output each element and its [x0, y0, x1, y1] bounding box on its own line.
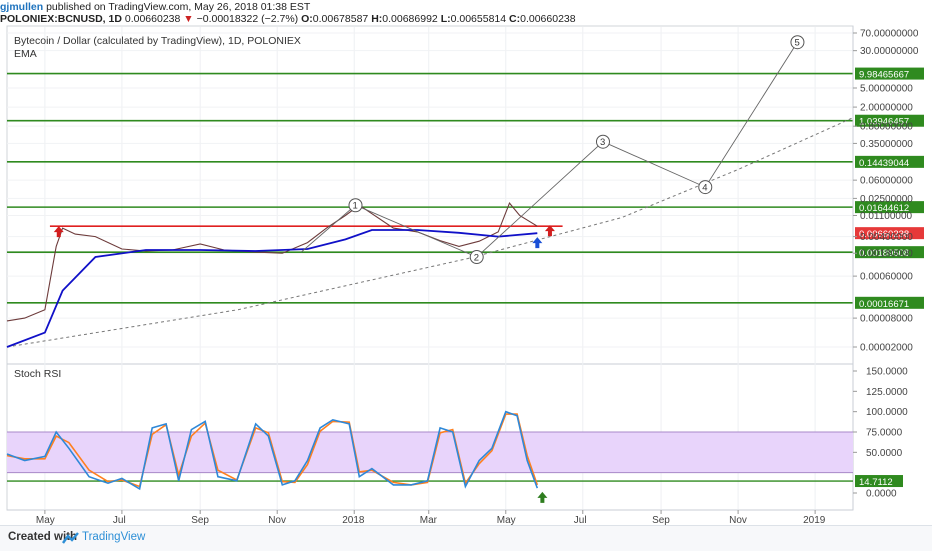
- price-tick-label: 0.80000000: [860, 122, 913, 133]
- price-tick-label: 0.00400000: [860, 232, 913, 243]
- wave-label-4: 4: [702, 183, 707, 194]
- wave-label-2: 2: [474, 253, 479, 264]
- stoch-tick-label: 125.0000: [866, 387, 908, 398]
- level-price-label: 0.00189508: [859, 248, 909, 259]
- price-tick-label: 30.00000000: [860, 46, 919, 57]
- current-price-badge: [855, 227, 924, 240]
- time-tick-label: Mar: [420, 515, 438, 526]
- stoch-k-line: [6, 410, 539, 491]
- stoch-tick-label: 50.0000: [866, 448, 903, 459]
- time-tick-label: 2019: [803, 515, 826, 526]
- price-change: −0.00018322 (−2.7%): [196, 13, 299, 25]
- ema-label: EMA: [14, 48, 37, 60]
- red-up-arrow-icon: [544, 225, 555, 237]
- time-tick-label: Jul: [113, 515, 126, 526]
- wave-point-2: [469, 250, 484, 265]
- price-tick-label: 0.00008000: [860, 314, 913, 325]
- level-price-label: 0.00016671: [859, 299, 909, 310]
- close-value: 0.00660238: [520, 13, 576, 25]
- price-tick-label: 70.00000000: [860, 29, 919, 40]
- stoch-tick-label: 75.0000: [866, 428, 903, 439]
- wave-point-4: [698, 180, 713, 195]
- time-tick-label: Nov: [729, 515, 747, 526]
- publish-line: gjmullen published on TradingView.com, M…: [0, 1, 932, 13]
- time-tick-label: May: [497, 515, 516, 526]
- price-tick-label: 2.00000000: [860, 103, 913, 114]
- symbol: POLONIEX:BCNUSD, 1D: [0, 13, 122, 25]
- wave-point-3: [595, 134, 610, 149]
- price-series-line: [6, 202, 538, 322]
- price-tick-label: 0.35000000: [860, 139, 913, 150]
- blue-up-arrow-icon: [532, 237, 543, 249]
- stoch-value-badge: [855, 475, 903, 488]
- price-tick-label: 0.06000000: [860, 176, 913, 187]
- open-value: 0.00678587: [312, 13, 369, 25]
- wave-point-5: [790, 35, 805, 50]
- price-tick-label: 0.00002000: [860, 343, 913, 354]
- time-tick-label: Nov: [268, 515, 286, 526]
- ema-line: [6, 229, 538, 348]
- time-tick-label: Jul: [574, 515, 587, 526]
- wave-label-5: 5: [794, 38, 799, 49]
- level-price-label: 0.01644612: [859, 203, 909, 214]
- tradingview-brand[interactable]: TradingView: [82, 531, 146, 543]
- level-price-badge: [855, 114, 924, 127]
- time-tick-label: Sep: [652, 515, 670, 526]
- low-value: 0.00655814: [450, 13, 507, 25]
- wave-label-1: 1: [353, 201, 358, 212]
- level-price-label: 1.03946457: [859, 117, 909, 128]
- down-triangle-icon: ▼: [183, 13, 194, 25]
- wave-label-3: 3: [600, 137, 605, 148]
- time-tick-label: Sep: [191, 515, 209, 526]
- level-price-badge: [855, 296, 924, 309]
- overbought-oversold-band: [7, 432, 853, 473]
- level-price-badge: [855, 201, 924, 214]
- stoch-tick-label: 0.0000: [866, 489, 897, 500]
- level-price-label: 9.98465667: [859, 70, 909, 81]
- author-link[interactable]: gjmullen: [0, 1, 44, 13]
- last-price: 0.00660238: [124, 13, 181, 25]
- ohlc-line: POLONIEX:BCNUSD, 1D 0.00660238 ▼ −0.0001…: [0, 13, 576, 25]
- wave-point-1: [348, 198, 363, 213]
- price-tick-label: 5.00000000: [860, 83, 913, 94]
- level-price-badge: [855, 155, 924, 168]
- green-up-arrow-icon: [537, 491, 548, 503]
- projection-curve: [6, 117, 854, 348]
- level-price-badge: [855, 67, 924, 80]
- created-with-text: Created with: [8, 531, 78, 543]
- time-tick-label: 2018: [342, 515, 365, 526]
- level-price-badge: [855, 246, 924, 259]
- price-tick-label: 0.02500000: [860, 194, 913, 205]
- high-value: 0.00686992: [382, 13, 438, 25]
- chart-title: Bytecoin / Dollar (calculated by Trading…: [14, 35, 301, 47]
- current-price-label: 0.00660238: [859, 229, 909, 240]
- footer: Created with TradingView: [0, 525, 932, 551]
- stoch-tick-label: 100.0000: [866, 407, 908, 418]
- tradingview-logo-icon: [62, 532, 79, 544]
- price-tick-label: 0.00060000: [860, 272, 913, 283]
- publish-info: published on TradingView.com, May 26, 20…: [46, 1, 311, 13]
- elliott-wave-path: [300, 41, 798, 258]
- time-tick-label: May: [36, 515, 55, 526]
- stoch-value-label: 14.7112: [859, 477, 893, 488]
- stoch-tick-label: 150.0000: [866, 367, 908, 378]
- price-tick-label: 0.00180000: [860, 249, 913, 260]
- price-tick-label: 0.01100000: [860, 211, 913, 222]
- stoch-rsi-label: Stoch RSI: [14, 368, 61, 380]
- level-price-label: 0.14439044: [859, 158, 909, 169]
- red-up-arrow-icon: [53, 226, 64, 238]
- chart-svg[interactable]: 9.98465667 1.03946457 0.14439044 0.01644612…: [0, 25, 932, 535]
